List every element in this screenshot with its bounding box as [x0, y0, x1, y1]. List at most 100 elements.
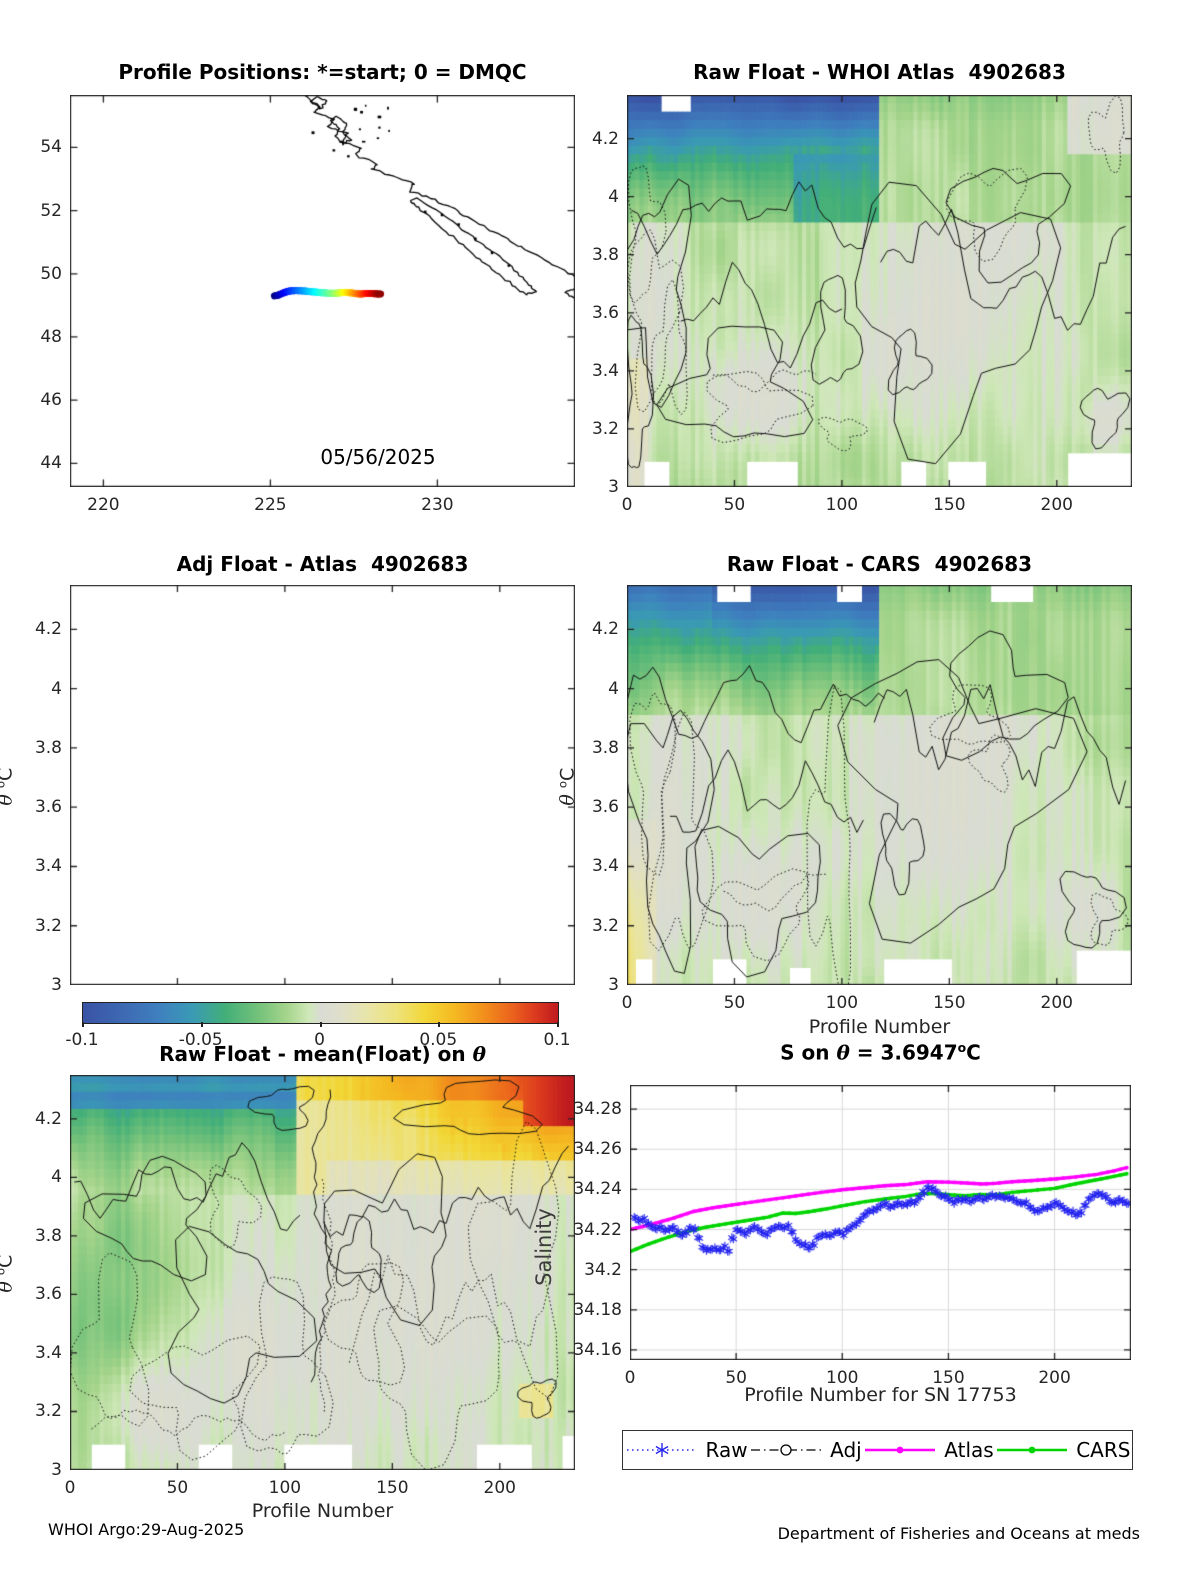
map-ytick-46: 46: [40, 390, 62, 411]
map-plot-canvas: [70, 95, 575, 487]
whoi-heatmap-canvas: [627, 95, 1132, 487]
meanfloat-ytick-4.2: 4.2: [34, 1108, 62, 1129]
cars-xtick-150: 150: [933, 993, 966, 1013]
meanfloat-ytick-4: 4: [51, 1167, 62, 1188]
cars-xlabel: Profile Number: [808, 1016, 951, 1038]
whoi-ytick-3.6: 3.6: [591, 302, 619, 323]
cars-ytick-3.6: 3.6: [591, 797, 619, 818]
map-ytick-48: 48: [40, 326, 62, 347]
map-ytick-54: 54: [40, 137, 62, 158]
legend-item-raw: Raw: [625, 1438, 748, 1462]
meanfloat-ytick-3.4: 3.4: [34, 1342, 62, 1363]
meanfloat-xtick-200: 200: [483, 1478, 517, 1498]
map-date-label: 05/56/2025: [320, 445, 436, 469]
adj-ytick-3.2: 3.2: [34, 915, 62, 936]
colorbar-tick-0: [319, 1022, 322, 1027]
colorbar-label-0.1: 0.1: [543, 1030, 571, 1050]
meanfloat-xtick-150: 150: [376, 1478, 409, 1498]
legend-label-atlas: Atlas: [944, 1438, 994, 1462]
whoi-ytick-4: 4: [608, 186, 619, 207]
sline-xtick-50: 50: [725, 1368, 747, 1388]
meanfloat-ytick-3.8: 3.8: [34, 1225, 62, 1246]
meanfloat-ytick-3: 3: [51, 1460, 62, 1480]
colorbar-tick--0.1: [82, 1022, 84, 1027]
adj-ytick-4: 4: [51, 678, 62, 699]
legend-item-adj: Adj: [749, 1438, 862, 1462]
map-xtick-225: 225: [254, 495, 287, 515]
footer-left: WHOI Argo:29-Aug-2025: [48, 1520, 245, 1539]
adj-ytick-3: 3: [51, 975, 62, 995]
sline-ytick-34.26: 34.26: [573, 1139, 622, 1160]
cars-xtick-50: 50: [723, 993, 746, 1013]
whoi-xtick-50: 50: [723, 495, 746, 515]
colorbar: [82, 1002, 559, 1024]
whoi-xtick-200: 200: [1040, 495, 1074, 515]
map-ytick-52: 52: [40, 200, 62, 221]
sline-ytick-34.18: 34.18: [573, 1299, 622, 1320]
sline-ytick-34.28: 34.28: [573, 1099, 622, 1120]
whoi-xtick-0: 0: [621, 495, 633, 515]
atlas-series-icon: [865, 1446, 936, 1454]
adj-ytick-3.8: 3.8: [34, 737, 62, 758]
legend-item-atlas: Atlas: [863, 1438, 994, 1462]
cars-xtick-0: 0: [621, 993, 633, 1013]
sline-xtick-0: 0: [624, 1368, 636, 1388]
cars-ylabel-theta: θ oC: [555, 767, 579, 806]
raw-series-icon: [626, 1443, 697, 1457]
legend-label-cars: CARS: [1076, 1438, 1131, 1462]
map-title: Profile Positions: *=start; 0 = DMQC: [118, 60, 527, 84]
sline-title: S on θ = 3.6947oC: [780, 1040, 981, 1065]
whoi-xtick-100: 100: [825, 495, 859, 515]
map-ytick-44: 44: [40, 453, 62, 474]
colorbar-label--0.05: -0.05: [178, 1030, 223, 1050]
cars-heatmap-canvas: [627, 585, 1132, 985]
adj-ytick-3.6: 3.6: [34, 797, 62, 818]
colorbar-tick-0.05: [438, 1022, 441, 1027]
colorbar-label--0.1: -0.1: [65, 1030, 99, 1050]
map-ytick-50: 50: [40, 263, 62, 284]
whoi-ytick-3.2: 3.2: [591, 418, 619, 439]
footer-right: Department of Fisheries and Oceans at me…: [777, 1524, 1140, 1543]
whoi-xtick-150: 150: [933, 495, 966, 515]
sline-ytick-34.16: 34.16: [573, 1339, 622, 1360]
map-xtick-220: 220: [87, 495, 120, 515]
map-xtick-230: 230: [421, 495, 454, 515]
cars-ytick-3: 3: [608, 975, 619, 995]
sline-plot-canvas: [630, 1085, 1131, 1360]
adj-series-icon: [751, 1444, 822, 1456]
adj-ytick-3.4: 3.4: [34, 856, 62, 877]
cars-ytick-3.2: 3.2: [591, 915, 619, 936]
sline-ylabel-salinity: Salinity: [531, 1208, 556, 1286]
cars-ytick-3.4: 3.4: [591, 856, 619, 877]
cars-series-icon: [997, 1446, 1068, 1454]
whoi-ytick-3.8: 3.8: [591, 244, 619, 265]
cars-ytick-4.2: 4.2: [591, 619, 619, 640]
whoi-ytick-3.4: 3.4: [591, 360, 619, 381]
whoi-ytick-4.2: 4.2: [591, 128, 619, 149]
adj-ytick-4.2: 4.2: [34, 619, 62, 640]
cars-xtick-200: 200: [1040, 993, 1074, 1013]
cars-title: Raw Float - CARS 4902683: [726, 552, 1033, 576]
legend-label-raw: Raw: [705, 1438, 748, 1462]
sline-xtick-100: 100: [826, 1368, 859, 1388]
sline-xlabel: Profile Number for SN 17753: [744, 1384, 1017, 1406]
colorbar-label-0.05: 0.05: [419, 1030, 458, 1050]
legend-item-cars: CARS: [995, 1438, 1130, 1462]
cars-ytick-3.8: 3.8: [591, 737, 619, 758]
whoi-title: Raw Float - WHOI Atlas 4902683: [693, 60, 1066, 84]
adj-heatmap-canvas: [70, 585, 575, 985]
sline-xtick-150: 150: [932, 1368, 965, 1388]
meanfloat-xlabel: Profile Number: [251, 1500, 394, 1522]
colorbar-tick-0.1: [557, 1022, 559, 1027]
colorbar-label-0: 0: [314, 1030, 325, 1050]
meanfloat-ytick-3.6: 3.6: [34, 1284, 62, 1305]
sline-ytick-34.2: 34.2: [584, 1259, 622, 1280]
meanfloat-title: Raw Float - mean(Float) on θ: [159, 1042, 486, 1066]
sline-legend: Raw Adj Atlas CARS: [622, 1430, 1133, 1470]
colorbar-tick--0.05: [200, 1022, 203, 1027]
sline-ytick-34.22: 34.22: [573, 1219, 622, 1240]
meanfloat-xtick-50: 50: [166, 1478, 189, 1498]
meanfloat-xtick-100: 100: [268, 1478, 302, 1498]
whoi-ytick-3: 3: [608, 477, 619, 497]
sline-ytick-34.24: 34.24: [573, 1179, 622, 1200]
